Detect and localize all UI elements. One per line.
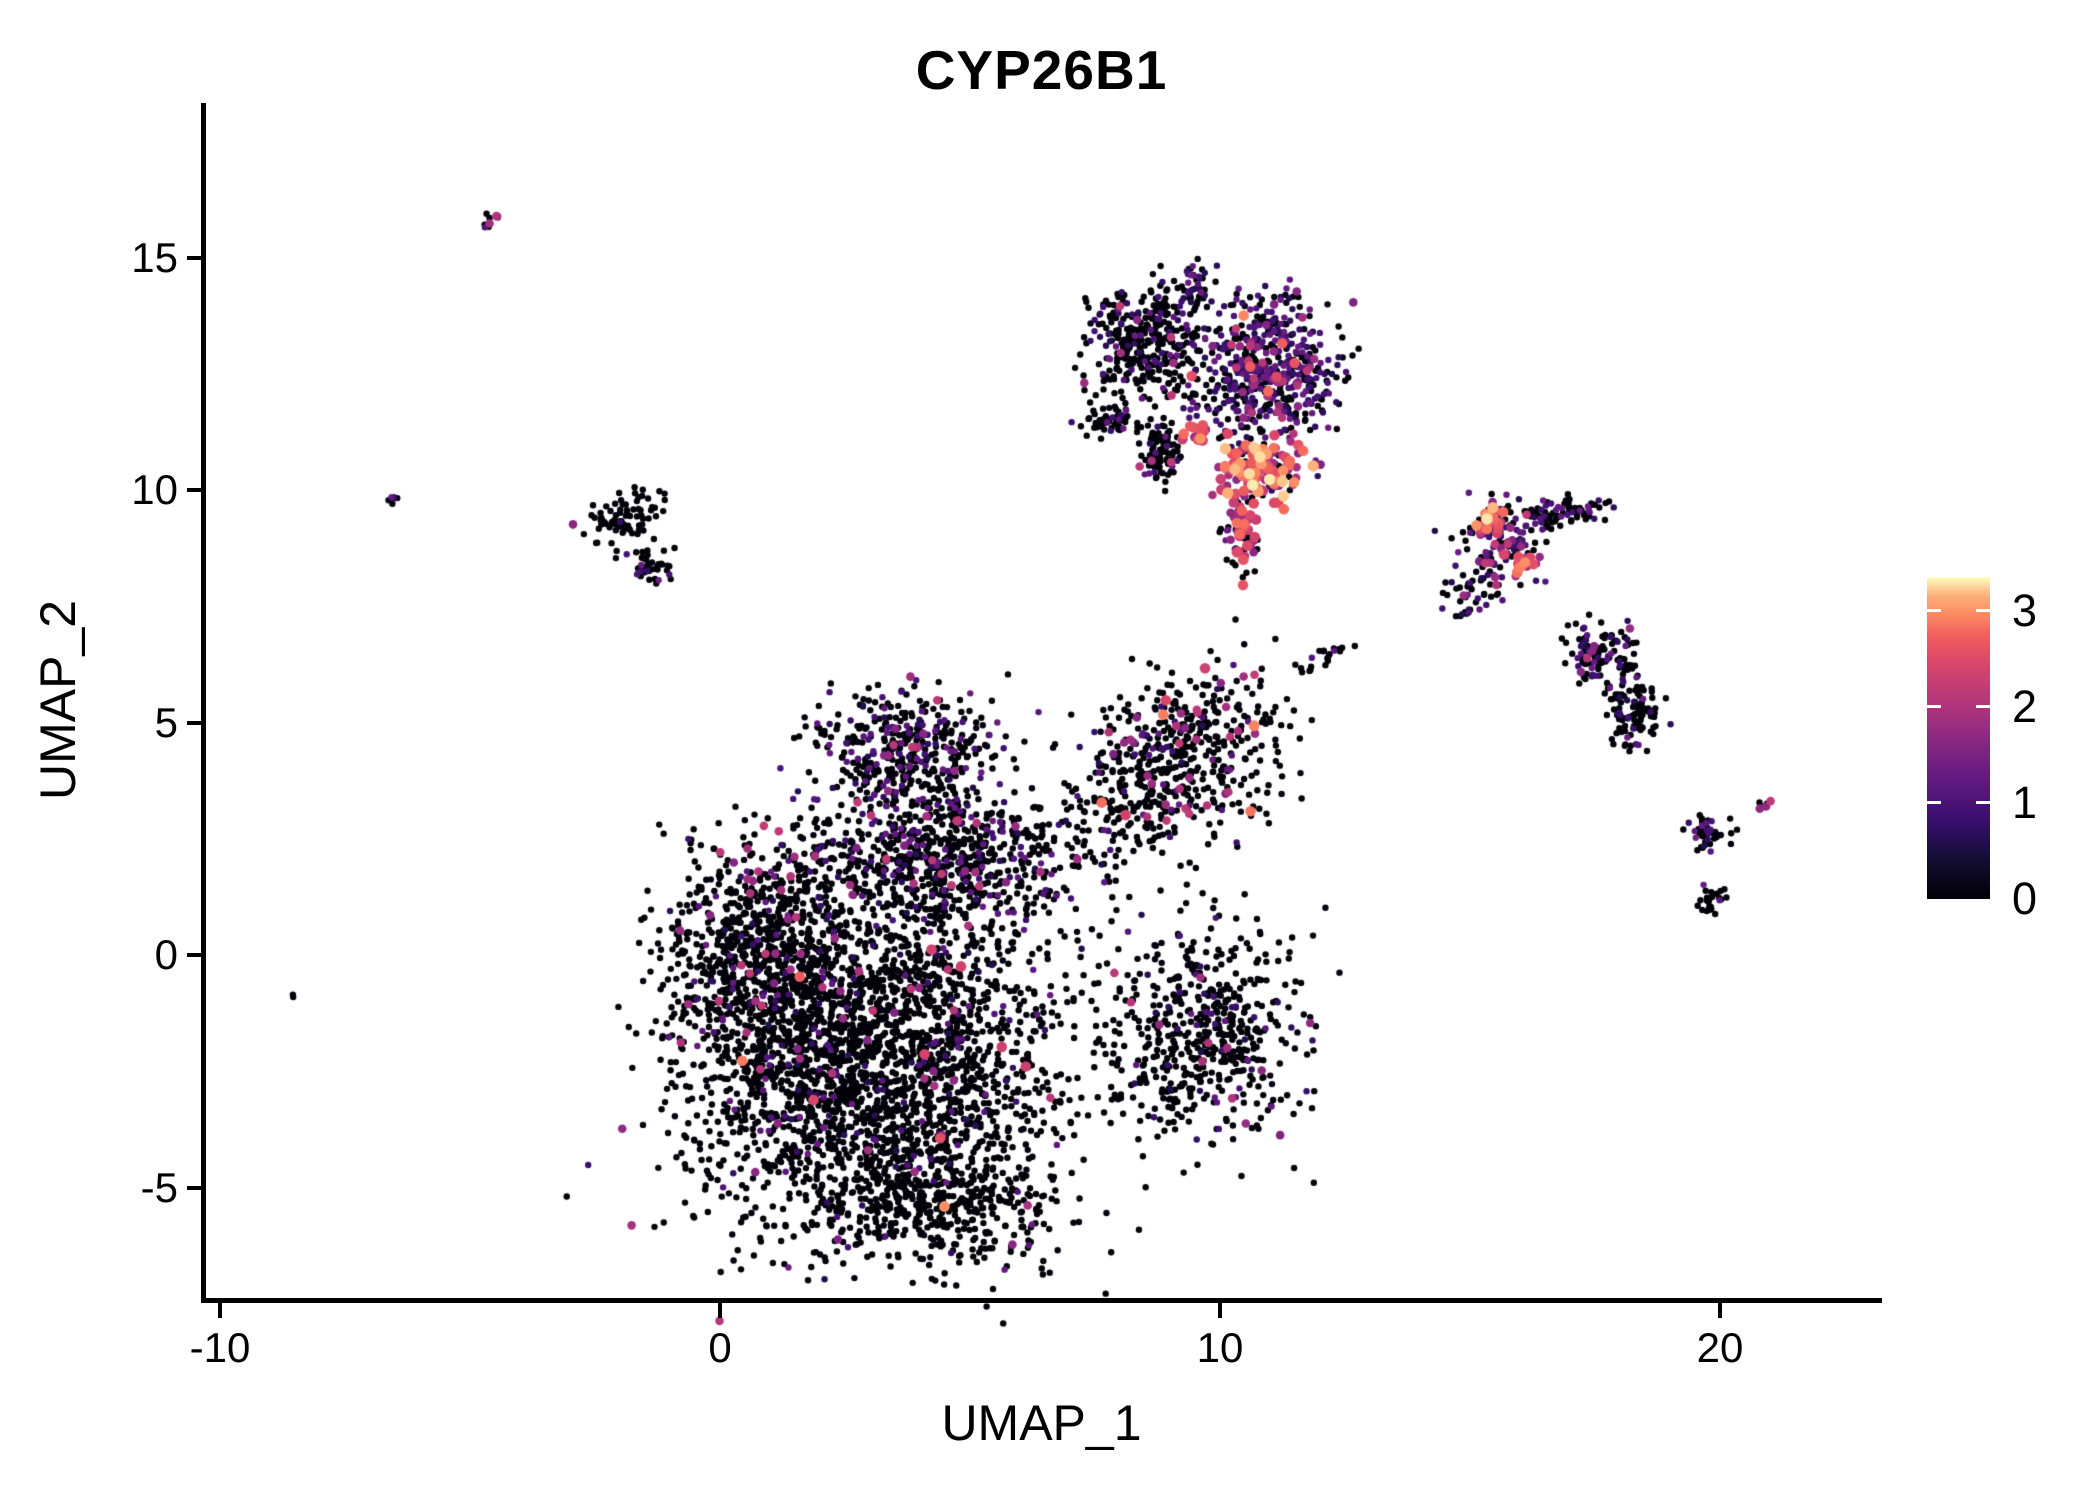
- y-tick-label: 5: [154, 698, 178, 746]
- y-tick-mark: [187, 953, 202, 957]
- colorbar-tick-label: 1: [2012, 776, 2038, 828]
- colorbar-tick-mark: [1976, 705, 1990, 709]
- colorbar-tick-mark: [1927, 705, 1941, 709]
- x-tick-mark: [1218, 1303, 1222, 1318]
- colorbar-tick-mark: [1927, 801, 1941, 805]
- y-axis-title: UMAP_2: [30, 599, 86, 801]
- colorbar-tick-label: 2: [2012, 680, 2038, 732]
- y-tick-mark: [187, 1185, 202, 1190]
- y-tick-label: -5: [140, 1163, 178, 1211]
- x-tick-label: 0: [708, 1324, 732, 1371]
- y-tick-mark: [187, 488, 202, 492]
- x-axis-title: UMAP_1: [941, 1395, 1142, 1451]
- y-axis-line: [201, 103, 206, 1303]
- x-tick-label: -10: [189, 1324, 251, 1371]
- x-tick-mark: [218, 1303, 222, 1318]
- y-tick-label: 0: [154, 931, 178, 978]
- x-tick-mark: [1718, 1303, 1722, 1318]
- y-tick-label: 15: [131, 233, 178, 281]
- colorbar-tick-mark: [1927, 609, 1941, 613]
- colorbar-tick-label: 3: [2012, 584, 2038, 636]
- x-tick-mark: [718, 1303, 722, 1318]
- plot-title: CYP26B1: [915, 39, 1168, 101]
- expression-colorbar: [1927, 577, 1990, 899]
- colorbar-tick-label: 0: [2012, 873, 2038, 924]
- x-tick-label: 10: [1196, 1324, 1244, 1371]
- y-tick-label: 10: [131, 466, 178, 513]
- x-tick-label: 20: [1696, 1324, 1744, 1371]
- colorbar-tick-mark: [1976, 801, 1990, 805]
- colorbar-tick-mark: [1976, 609, 1990, 613]
- x-axis-line: [201, 1298, 1882, 1303]
- y-tick-mark: [187, 255, 202, 260]
- y-tick-mark: [187, 720, 202, 725]
